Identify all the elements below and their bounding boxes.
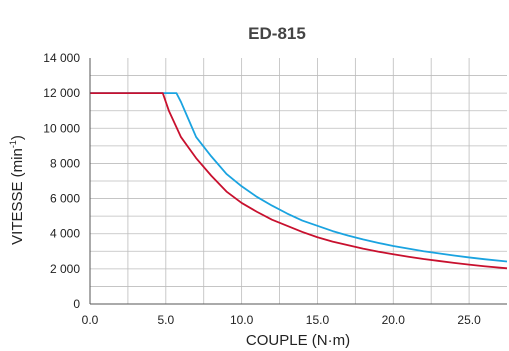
x-tick-label: 0.0 [82,313,99,327]
series-line [90,92,508,263]
y-tick-label: 10 000 [43,121,80,135]
x-tick-label: 15.0 [306,313,330,327]
series-layer [90,92,508,270]
y-tick-label: 0 [73,297,80,311]
y-axis-label-close: ) [9,135,26,140]
y-tick-label: 4 000 [50,227,80,241]
x-tick-labels: 0.0 5.0 10.0 15.0 20.0 25.0 [82,313,481,327]
y-tick-labels: 0 2 000 4 000 6 000 8 000 10 000 12 000 14 000 [43,51,80,311]
x-axis-label: COUPLE (N·m) [246,332,350,349]
chart-title: ED-815 [248,24,306,43]
y-axis-label-exponent: -1 [8,140,18,148]
grid-lines [90,58,507,304]
plot-frame [89,58,507,305]
series-line [90,92,508,270]
x-tick-label: 20.0 [382,313,406,327]
y-tick-label: 14 000 [43,51,80,65]
y-tick-label: 2 000 [50,262,80,276]
x-tick-label: 5.0 [157,313,174,327]
y-tick-label: 8 000 [50,156,80,170]
y-axis-label: VITESSE (min-1) [8,135,26,245]
x-tick-label: 10.0 [230,313,254,327]
y-tick-label: 6 000 [50,192,80,206]
x-tick-label: 25.0 [457,313,481,327]
y-axis-label-main: VITESSE (min [9,148,26,245]
y-tick-label: 12 000 [43,86,80,100]
